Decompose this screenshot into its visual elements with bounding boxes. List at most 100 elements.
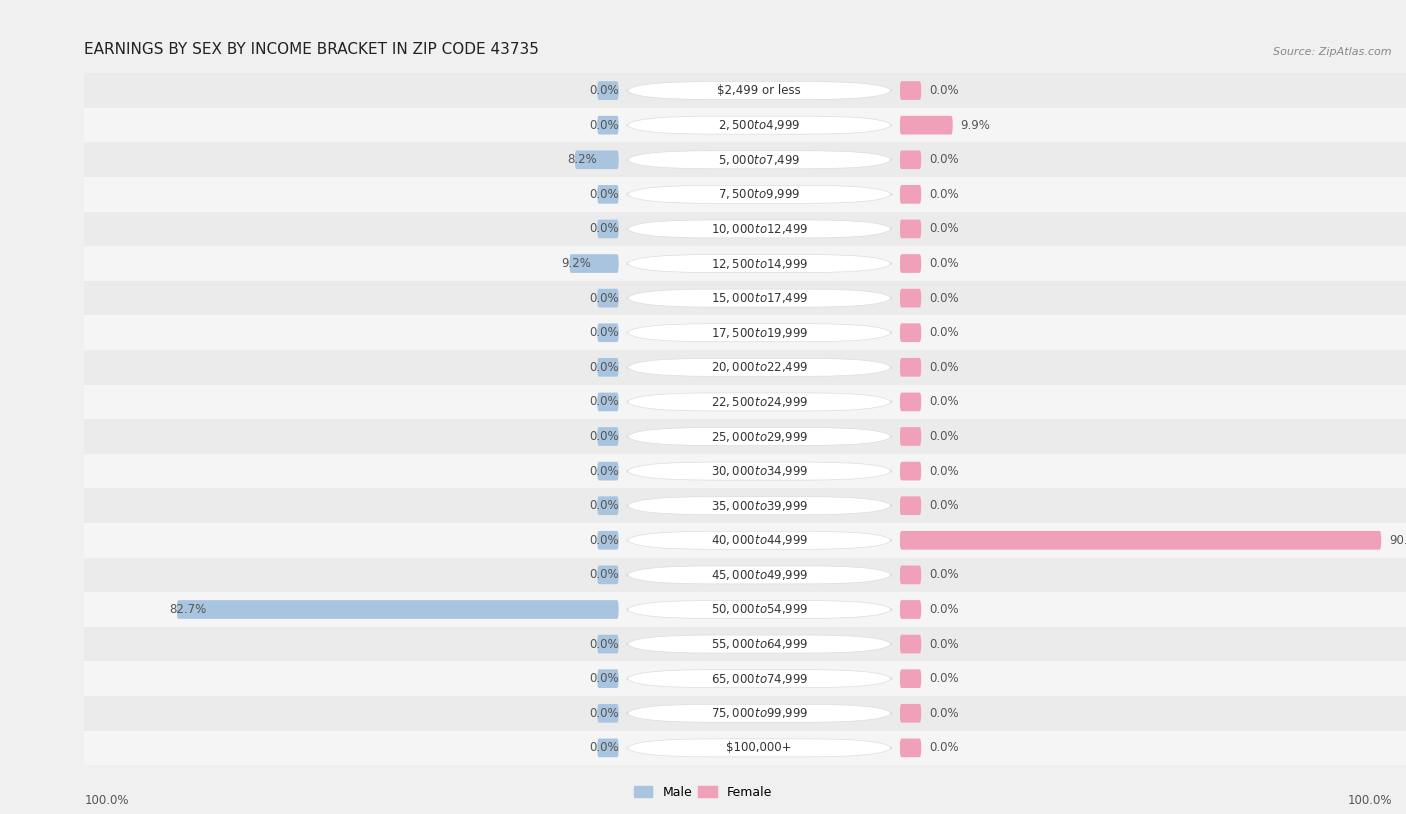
Bar <box>619 384 900 419</box>
Text: 0.0%: 0.0% <box>929 396 959 409</box>
FancyBboxPatch shape <box>598 220 619 239</box>
Text: 0.0%: 0.0% <box>589 188 619 201</box>
Text: $7,500 to $9,999: $7,500 to $9,999 <box>718 187 800 201</box>
Text: 0.0%: 0.0% <box>589 465 619 478</box>
Bar <box>900 350 1406 384</box>
FancyBboxPatch shape <box>900 462 921 480</box>
Text: $15,000 to $17,499: $15,000 to $17,499 <box>710 291 808 305</box>
Text: 0.0%: 0.0% <box>589 326 619 339</box>
Bar <box>84 627 619 661</box>
FancyBboxPatch shape <box>900 566 921 584</box>
Bar <box>84 419 619 453</box>
Bar <box>84 488 619 523</box>
FancyBboxPatch shape <box>900 220 921 239</box>
Text: $50,000 to $54,999: $50,000 to $54,999 <box>710 602 808 616</box>
Legend: Male, Female: Male, Female <box>628 781 778 803</box>
Text: $2,500 to $4,999: $2,500 to $4,999 <box>718 118 800 132</box>
Text: 0.0%: 0.0% <box>929 430 959 443</box>
Bar <box>900 558 1406 592</box>
FancyBboxPatch shape <box>598 669 619 688</box>
Bar <box>619 453 900 488</box>
FancyBboxPatch shape <box>900 635 921 654</box>
Bar <box>84 107 619 142</box>
Text: $5,000 to $7,499: $5,000 to $7,499 <box>718 153 800 167</box>
Text: 0.0%: 0.0% <box>929 568 959 581</box>
FancyBboxPatch shape <box>900 392 921 411</box>
Text: 0.0%: 0.0% <box>589 361 619 374</box>
Text: 0.0%: 0.0% <box>929 291 959 304</box>
Bar <box>900 281 1406 315</box>
Text: $100,000+: $100,000+ <box>727 742 792 755</box>
Bar <box>84 212 619 246</box>
FancyBboxPatch shape <box>900 289 921 308</box>
Bar <box>900 627 1406 661</box>
FancyBboxPatch shape <box>627 358 891 376</box>
FancyBboxPatch shape <box>627 151 891 168</box>
FancyBboxPatch shape <box>900 669 921 688</box>
Bar <box>900 177 1406 212</box>
Text: 0.0%: 0.0% <box>929 603 959 616</box>
Text: $10,000 to $12,499: $10,000 to $12,499 <box>710 222 808 236</box>
Text: 9.9%: 9.9% <box>960 119 991 132</box>
FancyBboxPatch shape <box>569 254 619 273</box>
Text: 0.0%: 0.0% <box>589 499 619 512</box>
Bar <box>619 246 900 281</box>
Text: $65,000 to $74,999: $65,000 to $74,999 <box>710 672 808 685</box>
FancyBboxPatch shape <box>900 531 1381 549</box>
FancyBboxPatch shape <box>598 635 619 654</box>
Text: 0.0%: 0.0% <box>929 326 959 339</box>
Bar <box>900 212 1406 246</box>
Bar <box>84 315 619 350</box>
Bar <box>619 212 900 246</box>
Bar <box>619 142 900 177</box>
Bar <box>900 142 1406 177</box>
Text: 0.0%: 0.0% <box>589 84 619 97</box>
Text: 0.0%: 0.0% <box>929 188 959 201</box>
FancyBboxPatch shape <box>575 151 619 169</box>
Bar <box>84 177 619 212</box>
Bar <box>900 453 1406 488</box>
Text: EARNINGS BY SEX BY INCOME BRACKET IN ZIP CODE 43735: EARNINGS BY SEX BY INCOME BRACKET IN ZIP… <box>84 42 540 57</box>
Text: 0.0%: 0.0% <box>929 637 959 650</box>
Bar <box>84 281 619 315</box>
Text: $55,000 to $64,999: $55,000 to $64,999 <box>710 637 808 651</box>
Text: 100.0%: 100.0% <box>84 794 129 807</box>
FancyBboxPatch shape <box>598 323 619 342</box>
FancyBboxPatch shape <box>627 324 891 342</box>
FancyBboxPatch shape <box>627 116 891 134</box>
FancyBboxPatch shape <box>627 497 891 514</box>
Text: 0.0%: 0.0% <box>589 637 619 650</box>
Bar <box>84 661 619 696</box>
FancyBboxPatch shape <box>598 497 619 515</box>
Bar <box>900 696 1406 731</box>
FancyBboxPatch shape <box>177 600 619 619</box>
Text: 8.2%: 8.2% <box>567 153 596 166</box>
Text: $22,500 to $24,999: $22,500 to $24,999 <box>710 395 808 409</box>
Text: 0.0%: 0.0% <box>929 257 959 270</box>
FancyBboxPatch shape <box>627 462 891 480</box>
Text: 0.0%: 0.0% <box>929 499 959 512</box>
Text: $25,000 to $29,999: $25,000 to $29,999 <box>710 430 808 444</box>
Bar <box>900 73 1406 107</box>
Bar <box>619 281 900 315</box>
Text: 0.0%: 0.0% <box>589 430 619 443</box>
FancyBboxPatch shape <box>627 739 891 757</box>
Bar <box>900 488 1406 523</box>
Text: 0.0%: 0.0% <box>589 119 619 132</box>
Text: 0.0%: 0.0% <box>929 84 959 97</box>
Text: 0.0%: 0.0% <box>929 465 959 478</box>
FancyBboxPatch shape <box>627 220 891 238</box>
FancyBboxPatch shape <box>627 81 891 99</box>
Bar <box>84 246 619 281</box>
FancyBboxPatch shape <box>598 185 619 204</box>
FancyBboxPatch shape <box>627 427 891 445</box>
Bar <box>619 73 900 107</box>
FancyBboxPatch shape <box>627 255 891 273</box>
Bar <box>619 696 900 731</box>
FancyBboxPatch shape <box>627 704 891 722</box>
Text: 0.0%: 0.0% <box>589 534 619 547</box>
Text: $2,499 or less: $2,499 or less <box>717 84 801 97</box>
Text: 0.0%: 0.0% <box>929 672 959 685</box>
FancyBboxPatch shape <box>900 738 921 757</box>
Text: 0.0%: 0.0% <box>589 568 619 581</box>
